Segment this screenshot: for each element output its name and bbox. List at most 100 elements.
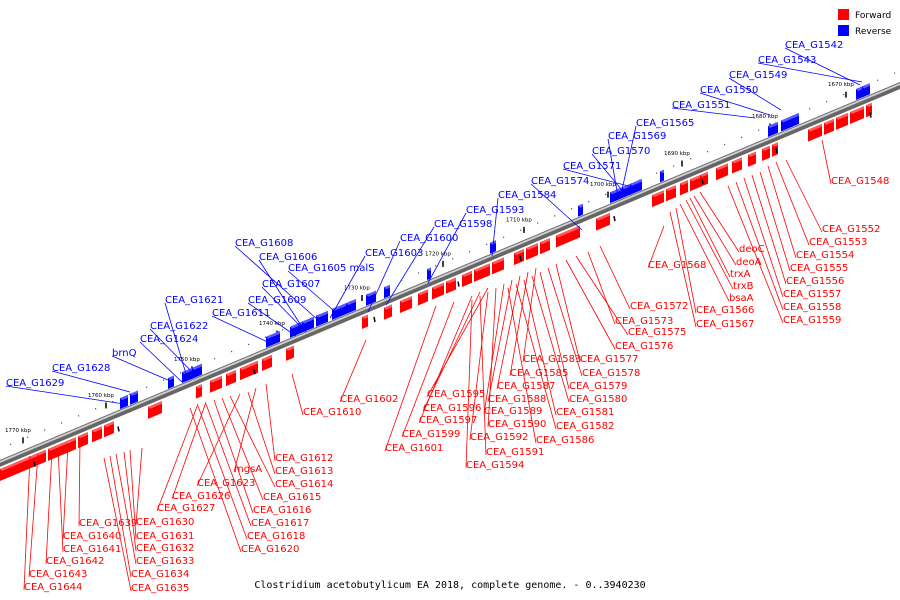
forward-gene-label-leader	[487, 279, 513, 403]
minor-tick	[724, 143, 726, 146]
feature-marker	[775, 147, 778, 154]
forward-gene-label: trxA	[730, 269, 751, 280]
minor-tick	[758, 129, 760, 131]
forward-gene-label-leader	[57, 447, 64, 553]
minor-tick	[452, 258, 454, 260]
forward-gene	[362, 314, 368, 329]
forward-gene-label: CEA_G1620	[241, 544, 299, 555]
forward-gene	[716, 163, 728, 181]
forward-gene-label-leader	[759, 171, 791, 272]
forward-gene-highlight	[526, 243, 540, 251]
reverse-gene	[120, 394, 128, 410]
forward-gene-label-leader	[401, 301, 455, 438]
forward-gene	[666, 185, 676, 202]
minor-tick	[741, 136, 743, 138]
reverse-gene-highlight	[427, 267, 433, 272]
forward-gene-label-leader	[522, 267, 537, 363]
forward-gene	[432, 282, 444, 300]
forward-gene-label: CEA_G1642	[46, 556, 104, 567]
forward-gene	[540, 238, 550, 255]
reverse-gene-highlight	[182, 367, 194, 375]
forward-gene-highlight	[514, 248, 526, 256]
forward-gene	[690, 175, 700, 192]
forward-gene-label: CEA_G1626	[172, 491, 230, 502]
forward-gene-label: CEA_G1587	[497, 381, 555, 392]
forward-gene-label-leader	[156, 403, 199, 512]
forward-gene-highlight	[808, 123, 824, 132]
reverse-gene-label: CEA_G1571	[563, 161, 621, 172]
tick-label: 1680 kbp	[752, 114, 778, 120]
forward-gene-label-leader	[515, 283, 557, 430]
forward-gene	[700, 171, 708, 187]
minor-tick	[843, 93, 845, 96]
reverse-gene-label-leader	[247, 302, 297, 337]
minor-tick	[10, 443, 12, 445]
reverse-gene	[168, 375, 174, 389]
forward-gene-highlight	[666, 185, 678, 192]
forward-gene-label-leader	[487, 287, 497, 428]
reverse-track	[120, 83, 872, 410]
forward-gene-label: CEA_G1588	[488, 394, 546, 405]
reverse-gene-highlight	[302, 316, 316, 324]
forward-gene-label-leader	[469, 291, 489, 441]
reverse-gene-label-leader	[757, 62, 863, 83]
forward-gene-label: CEA_G1601	[385, 443, 443, 454]
forward-gene-label-leader	[197, 405, 248, 540]
forward-gene-highlight	[474, 263, 492, 272]
forward-gene-label: deoC	[739, 244, 765, 255]
forward-gene-highlight	[492, 257, 506, 265]
reverse-gene-label-leader	[491, 197, 499, 257]
minor-tick	[27, 436, 29, 438]
minor-tick	[78, 415, 80, 417]
forward-gene-label-leader	[647, 225, 665, 269]
forward-gene-label: CEA_G1634	[131, 569, 189, 580]
reverse-gene-highlight	[630, 178, 644, 186]
forward-gene-label-leader	[587, 251, 616, 325]
forward-gene-label-leader	[339, 339, 367, 403]
forward-gene-label-leader	[483, 283, 505, 415]
forward-gene-label: CEA_G1577	[580, 354, 638, 365]
forward-gene-label-leader	[291, 373, 304, 416]
forward-gene-label: CEA_G1617	[251, 518, 309, 529]
forward-gene-label-leader	[115, 453, 137, 565]
forward-gene-label: CEA_G1553	[809, 237, 867, 248]
forward-gene	[514, 248, 524, 266]
forward-gene-highlight	[0, 466, 8, 471]
forward-gene-label-leader	[28, 453, 39, 578]
reverse-gene-highlight	[768, 121, 780, 128]
forward-gene-highlight	[540, 238, 552, 245]
reverse-gene-label-leader	[562, 168, 637, 189]
reverse-gene	[366, 290, 376, 306]
forward-gene	[732, 157, 742, 174]
reverse-gene-label-leader	[427, 212, 467, 284]
forward-gene-label: CEA_G1548	[831, 176, 889, 187]
minor-tick	[61, 422, 63, 424]
reverse-gene-label: CEA_G1624	[140, 334, 198, 345]
reverse-gene-label-leader	[530, 183, 583, 231]
forward-gene-label-leader	[189, 407, 242, 553]
forward-gene-label: CEA_G1575	[628, 327, 686, 338]
forward-gene-highlight	[66, 437, 78, 444]
reverse-gene-label: CEA_G1629	[6, 378, 64, 389]
tick-label: 1720 kbp	[425, 252, 451, 258]
forward-gene-highlight	[78, 432, 90, 439]
feature-marker	[253, 369, 256, 375]
forward-gene-label: mgsA	[234, 464, 262, 475]
forward-gene-label-leader	[821, 139, 832, 185]
forward-gene-highlight	[432, 282, 446, 290]
reverse-gene	[130, 390, 138, 405]
forward-gene	[286, 345, 294, 361]
minor-tick	[248, 343, 250, 346]
reverse-gene-label: CEA_G1550	[700, 85, 758, 96]
forward-gene-label: CEA_G1591	[486, 447, 544, 458]
forward-gene	[66, 437, 76, 454]
minor-tick	[588, 201, 590, 203]
reverse-gene-label: CEA_G1574	[531, 176, 589, 187]
forward-gene	[680, 180, 688, 196]
forward-gene	[210, 375, 222, 393]
forward-gene-label: CEA_G1592	[470, 432, 528, 443]
forward-gene-label-leader	[785, 159, 823, 233]
genome-caption: Clostridium acetobutylicum EA 2018, comp…	[254, 580, 645, 591]
forward-gene	[78, 432, 88, 449]
